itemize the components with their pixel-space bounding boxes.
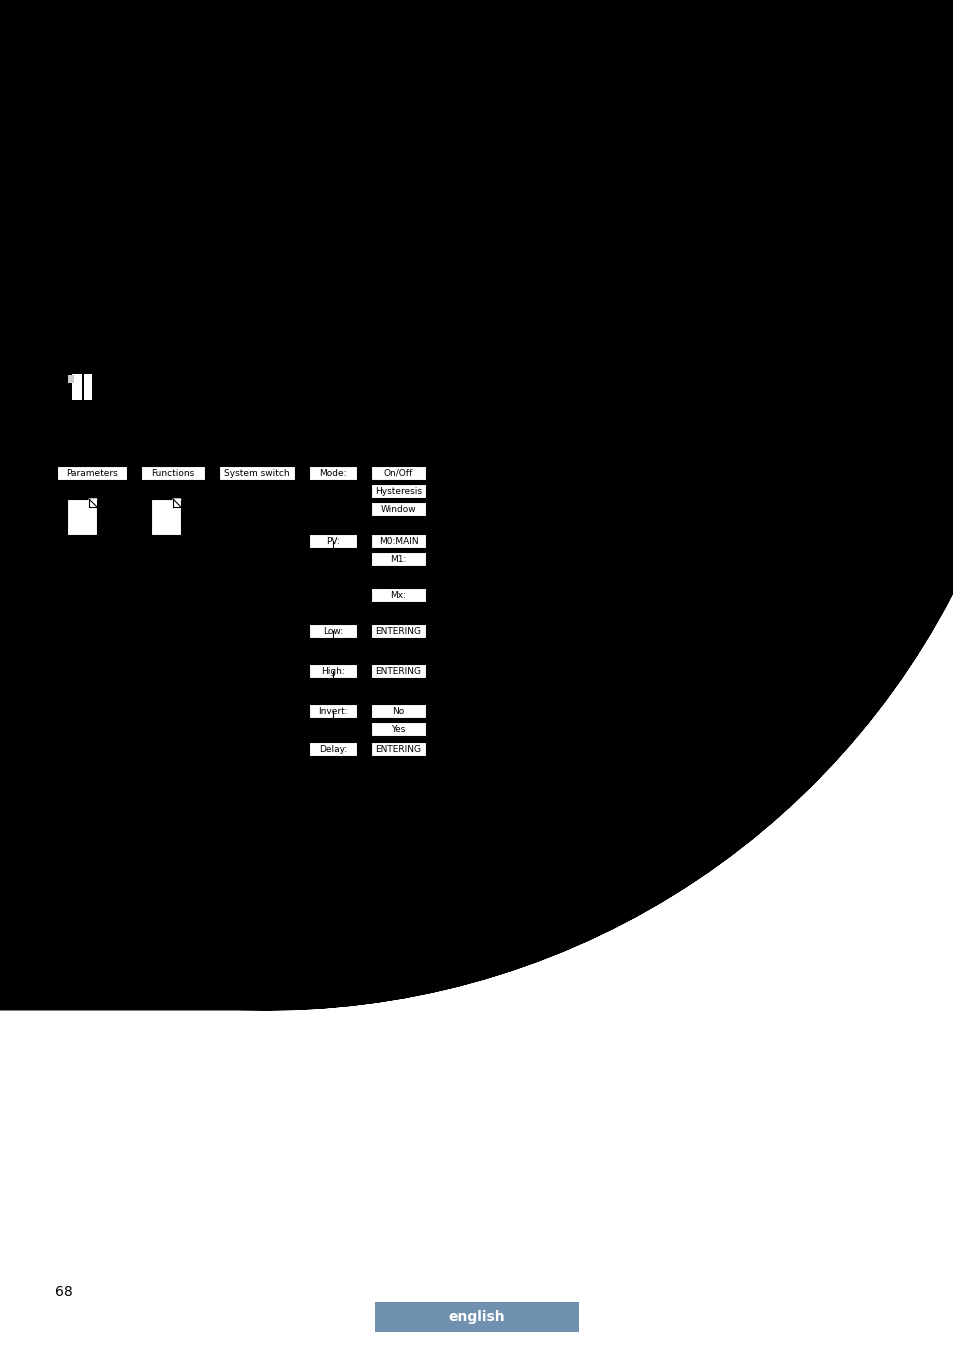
Text: english: english — [448, 1310, 505, 1324]
Bar — [219, 466, 294, 481]
Bar — [55, 319, 899, 450]
Bar — [151, 500, 181, 535]
Text: Process input ("PV"): Process input ("PV") — [100, 228, 225, 242]
Text: Mx:: Mx: — [390, 590, 406, 599]
Text: Invert:: Invert: — [318, 706, 348, 716]
Text: Functions: Functions — [152, 468, 194, 478]
Text: Figure 57 :     "System switch" event: Figure 57 : "System switch" event — [55, 310, 271, 323]
Text: No: No — [392, 706, 404, 716]
Text: Delay:: Delay: — [318, 744, 347, 753]
Bar — [371, 552, 426, 566]
Bar — [371, 664, 426, 678]
Text: M1:: M1: — [390, 555, 406, 563]
Bar — [371, 589, 426, 602]
Text: 8.9: 8.9 — [148, 460, 167, 472]
Text: MAN 1000139642  EN  Version: D  Status: RL (released | freigegeben)  printed: 29: MAN 1000139642 EN Version: D Status: RL … — [15, 468, 25, 832]
Text: DELAY: DELAY — [55, 892, 92, 904]
Text: Adjustment and commissioning: Adjustment and commissioning — [569, 73, 766, 86]
Text: Type 8619: Type 8619 — [569, 55, 657, 70]
Text: Window: Window — [370, 258, 419, 271]
Bar — [375, 1301, 578, 1332]
Text: ...   1): ... 1) — [409, 568, 436, 578]
Text: Parameters: Parameters — [66, 468, 118, 478]
Text: Hysteresis: Hysteresis — [362, 230, 427, 243]
Text: On/Off: On/Off — [383, 468, 413, 478]
Text: ENTERING: ENTERING — [375, 744, 421, 753]
Bar — [371, 722, 426, 736]
Text: FLUID CONTROL SYSTEMS: FLUID CONTROL SYSTEMS — [138, 88, 228, 94]
Text: : Choose the value of the time-out before switching.: : Choose the value of the time-out befor… — [99, 892, 407, 904]
Text: INVERT: INVERT — [55, 873, 98, 887]
Text: 1) The choices offered depend on the modules fitted and/or the options activated: 1) The choices offered depend on the mod… — [55, 778, 658, 788]
Text: Yes: Yes — [391, 725, 405, 733]
Text: 68: 68 — [55, 1285, 72, 1299]
Text: "system switch" event: "system switch" event — [564, 228, 705, 242]
Bar — [371, 703, 426, 718]
Text: High:: High: — [321, 667, 345, 675]
Bar — [309, 535, 356, 548]
Bar — [371, 624, 426, 639]
Text: PV: PV — [55, 856, 71, 869]
Bar — [55, 170, 899, 305]
Bar — [309, 743, 356, 756]
Bar — [309, 664, 356, 678]
Polygon shape — [172, 500, 181, 508]
Text: Refer to chap.: Refer to chap. — [55, 460, 142, 472]
Bar — [67, 500, 97, 535]
Text: On/off: On/off — [375, 202, 414, 215]
Bar — [309, 703, 356, 718]
Bar — [68, 375, 74, 383]
Text: • Logging the values of the "System switch" event using the datalogger: see chap: • Logging the values of the "System swit… — [115, 390, 653, 404]
Text: Configuring in “On/Off” operating: Configuring in “On/Off” operating — [55, 836, 281, 849]
Text: 2): 2) — [327, 682, 338, 693]
Text: Hysteresis: Hysteresis — [375, 486, 421, 495]
Bar — [371, 743, 426, 756]
Text: : Invert the event or not.: : Invert the event or not. — [103, 873, 249, 887]
Text: • Display the "System switch" event on one of the user defined "Ux" views: see c: • Display the "System switch" event on o… — [115, 373, 662, 385]
Text: MODE: MODE — [55, 815, 91, 829]
Text: 2): 2) — [327, 643, 338, 652]
Text: Low:: Low: — [323, 626, 343, 636]
Text: ENTERING: ENTERING — [375, 626, 421, 636]
Text: M0:MAIN: M0:MAIN — [378, 536, 417, 545]
Text: to access Parameters menu.: to access Parameters menu. — [166, 460, 337, 472]
Bar — [57, 466, 127, 481]
Bar — [0, 0, 277, 40]
Text: PV:: PV: — [326, 536, 339, 545]
Text: variables on the "M0:MAIN" board. This list appears in the user view configuring: variables on the "M0:MAIN" board. This l… — [104, 338, 721, 351]
Bar — [371, 485, 426, 498]
Text: Mode:: Mode: — [319, 468, 346, 478]
Text: Window: Window — [380, 505, 416, 513]
Bar — [141, 466, 205, 481]
Bar — [371, 502, 426, 516]
Text: System switch: System switch — [224, 468, 290, 478]
Bar — [84, 374, 91, 400]
Text: bürkert: bürkert — [136, 68, 230, 88]
Bar — [371, 466, 426, 481]
Text: : Choose the switching operating: "On/Off", "hysteresis" or "window".: : Choose the switching operating: "On/Of… — [98, 815, 507, 829]
Text: 8.10.17.Configuring the "System switch" event: 8.10.17.Configuring the "System switch" … — [55, 116, 532, 134]
Bar — [71, 374, 82, 400]
Text: : Choose a process input with 2 states, ON or OFF, associated with the "System s: : Choose a process input with 2 states, … — [71, 856, 629, 869]
Bar — [309, 624, 356, 639]
Text: Once the "System switch" event has been configured and activated, it is availabl: Once the "System switch" event has been … — [104, 323, 714, 336]
Bar — [524, 0, 953, 40]
Text: The "System switch" event is used to force the result of a function via the "CMD: The "System switch" event is used to for… — [55, 153, 726, 202]
Text: to:: to: — [104, 352, 120, 366]
Bar — [68, 370, 96, 404]
Text: ENTERING: ENTERING — [375, 667, 421, 675]
Bar — [371, 535, 426, 548]
Bar — [305, 184, 484, 296]
Bar — [309, 466, 356, 481]
Text: 2) These functions are present if "Mode" ≠ "On/Off": 2) These functions are present if "Mode"… — [55, 794, 323, 805]
Polygon shape — [89, 500, 97, 508]
